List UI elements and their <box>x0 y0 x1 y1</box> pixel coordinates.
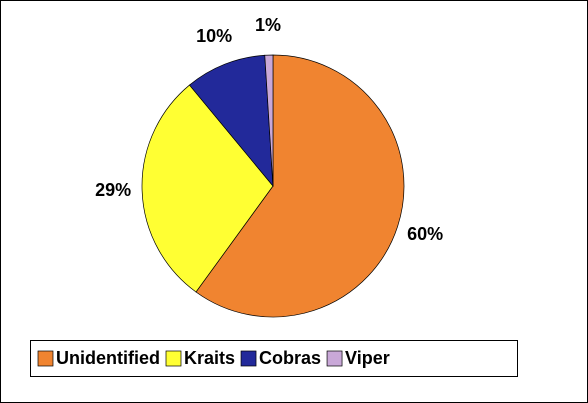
data-label: 10% <box>196 26 232 46</box>
legend-swatch <box>326 350 343 367</box>
pie-slice <box>264 54 274 187</box>
legend-box <box>30 340 518 377</box>
data-label: 60% <box>407 224 443 244</box>
pie-slice <box>189 54 274 188</box>
legend-swatch <box>165 350 182 367</box>
data-label: 29% <box>95 180 131 200</box>
pie-slice <box>195 54 405 318</box>
legend-label: Unidentified <box>56 348 160 368</box>
pie-slice <box>141 84 274 293</box>
data-label: 1% <box>255 15 281 35</box>
legend-swatch <box>37 350 54 367</box>
legend-label: Cobras <box>259 348 321 368</box>
legend-swatch <box>240 350 257 367</box>
legend-label: Viper <box>345 348 390 368</box>
legend-label: Kraits <box>184 348 235 368</box>
